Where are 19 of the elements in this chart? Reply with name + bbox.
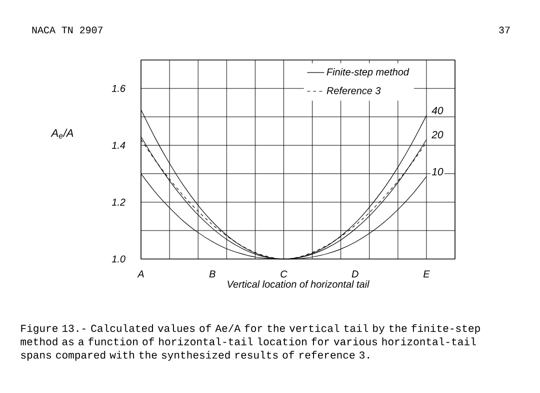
- y-axis-title: A$_{e}$/A: [50, 128, 74, 138]
- text: 37: [499, 26, 510, 34]
- annotation: Finite-step method: [326, 68, 410, 78]
- series-label: 20: [432, 131, 444, 138]
- x-tick-label: E: [423, 270, 430, 278]
- x-axis-title: Vertical location of horizontal tail: [228, 280, 370, 288]
- x-tick-label: C: [280, 270, 288, 278]
- y-tick-label: 1.4: [112, 142, 126, 149]
- series-label: 40: [432, 106, 444, 114]
- series-label: 10: [432, 168, 444, 176]
- legend-label: Reference 3: [326, 86, 381, 94]
- x-tick-label: D: [352, 270, 358, 278]
- x-tick-label: B: [209, 270, 216, 278]
- text: Figure 13.- Calculated values of Ae/A for the vertical tail by the finite-step method as a function of horizontal-tail location for various horizontal-tail spans compared with the synthesized results of reference 3.: [20, 324, 480, 361]
- y-tick-label: 1.6: [112, 84, 126, 92]
- y-tick-label: 1.0: [112, 255, 126, 263]
- text: NACA TN 2907: [32, 26, 102, 34]
- x-tick-label: A: [137, 270, 144, 278]
- y-tick-label: 1.2: [112, 198, 126, 206]
